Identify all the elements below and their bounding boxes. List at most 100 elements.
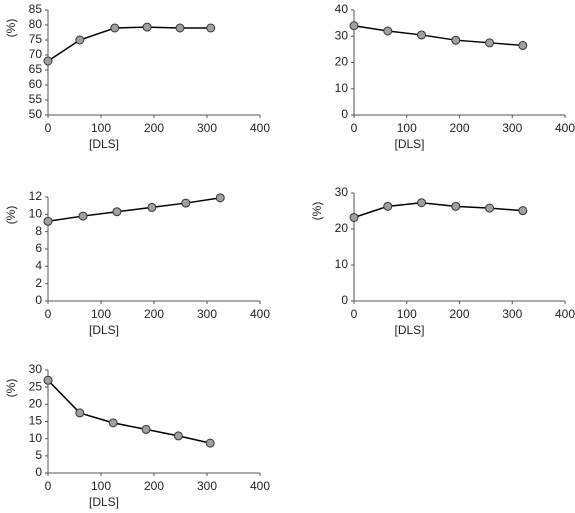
y-tick-label: 8 [35, 224, 42, 238]
y-tick-label: 40 [335, 2, 349, 16]
x-tick-label: 300 [197, 479, 217, 493]
x-tick-label: 200 [144, 307, 164, 321]
y-axis-label: (%) [4, 206, 18, 225]
data-point [43, 56, 53, 66]
data-point [417, 198, 427, 208]
y-tick-label: 65 [29, 62, 43, 76]
data-point [383, 201, 393, 211]
data-point [383, 26, 393, 36]
y-tick-label: 80 [29, 17, 43, 31]
x-tick-label: 300 [502, 307, 522, 321]
x-tick-label: 100 [91, 479, 111, 493]
x-tick-label: 100 [397, 121, 417, 135]
y-tick-label: 60 [29, 77, 43, 91]
y-axis-label: (%) [310, 202, 324, 221]
x-tick-label: 0 [45, 121, 52, 135]
y-tick-label: 2 [35, 276, 42, 290]
y-axis-label: (%) [4, 19, 18, 38]
data-point [485, 38, 495, 48]
data-point [141, 424, 151, 434]
x-tick-label: 200 [144, 479, 164, 493]
data-point [451, 35, 461, 45]
y-tick-label: 30 [29, 362, 43, 376]
data-line [47, 26, 211, 62]
x-tick-label: 300 [502, 121, 522, 135]
data-point [43, 216, 53, 226]
data-point [78, 211, 88, 221]
x-tick-label: 0 [351, 307, 358, 321]
y-tick-label: 30 [335, 185, 349, 199]
y-tick-label: 55 [29, 92, 43, 106]
y-tick-label: 20 [29, 397, 43, 411]
data-point [518, 206, 528, 216]
y-tick-label: 10 [335, 257, 349, 271]
data-point [142, 22, 152, 32]
y-tick-label: 10 [29, 207, 43, 221]
data-point [349, 212, 359, 222]
x-tick-label: 0 [351, 121, 358, 135]
x-axis-label: [DLS] [394, 137, 424, 151]
x-tick-label: 200 [144, 121, 164, 135]
y-tick-label: 10 [29, 431, 43, 445]
data-point [206, 23, 216, 33]
data-point [147, 202, 157, 212]
y-tick-label: 0 [35, 465, 42, 479]
data-point [451, 201, 461, 211]
data-point [215, 193, 225, 203]
y-tick-label: 0 [35, 293, 42, 307]
data-point [108, 418, 118, 428]
x-tick-label: 400 [250, 307, 270, 321]
x-tick-label: 100 [397, 307, 417, 321]
data-point [173, 431, 183, 441]
y-tick-label: 4 [35, 259, 42, 273]
y-tick-label: 30 [335, 28, 349, 42]
x-tick-label: 400 [555, 307, 575, 321]
y-axis-label: (%) [4, 379, 18, 398]
x-tick-label: 200 [449, 307, 469, 321]
y-tick-label: 70 [29, 47, 43, 61]
data-point [417, 30, 427, 40]
y-tick-label: 50 [29, 107, 43, 121]
x-axis-label: [DLS] [89, 323, 119, 337]
data-point [181, 198, 191, 208]
y-tick-label: 20 [335, 221, 349, 235]
data-point [112, 207, 122, 217]
data-point [110, 23, 120, 33]
data-point [75, 35, 85, 45]
y-tick-label: 85 [29, 2, 43, 16]
x-axis-label: [DLS] [394, 323, 424, 337]
x-axis-label: [DLS] [89, 495, 119, 509]
x-tick-label: 200 [449, 121, 469, 135]
y-tick-label: 20 [335, 55, 349, 69]
x-tick-label: 0 [45, 307, 52, 321]
y-tick-label: 10 [335, 81, 349, 95]
data-point [518, 40, 528, 50]
y-tick-label: 12 [29, 189, 43, 203]
y-tick-label: 25 [29, 379, 43, 393]
y-tick-label: 15 [29, 414, 43, 428]
data-point [485, 203, 495, 213]
data-point [75, 408, 85, 418]
x-tick-label: 400 [555, 121, 575, 135]
x-tick-label: 400 [250, 121, 270, 135]
data-line [47, 197, 221, 223]
x-tick-label: 400 [250, 479, 270, 493]
x-tick-label: 300 [197, 121, 217, 135]
data-line [353, 201, 523, 219]
data-line [47, 379, 211, 444]
x-tick-label: 0 [45, 479, 52, 493]
y-tick-label: 6 [35, 241, 42, 255]
y-tick-label: 0 [341, 293, 348, 307]
data-line [353, 25, 523, 47]
data-point [349, 21, 359, 31]
data-point [43, 375, 53, 385]
data-point [205, 438, 215, 448]
data-point [175, 23, 185, 33]
y-tick-label: 5 [35, 448, 42, 462]
x-tick-label: 100 [91, 121, 111, 135]
x-tick-label: 100 [91, 307, 111, 321]
y-tick-label: 0 [341, 107, 348, 121]
x-tick-label: 300 [197, 307, 217, 321]
